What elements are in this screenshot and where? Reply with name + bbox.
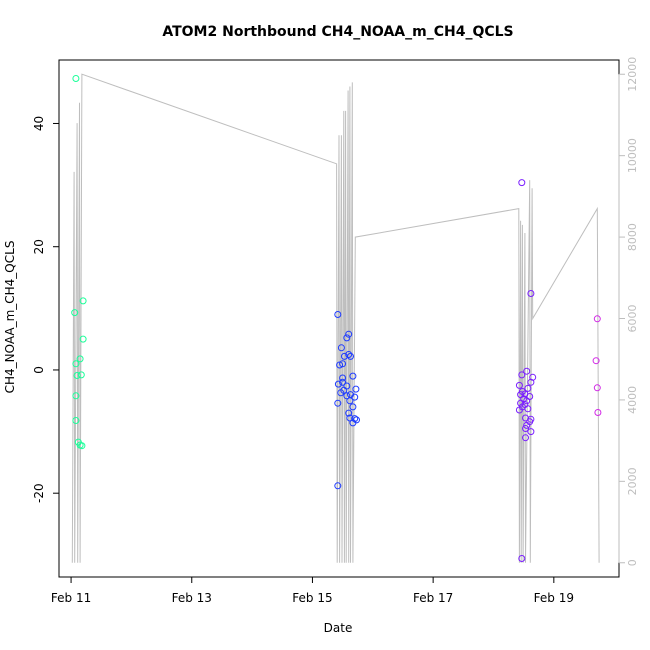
flight-3-point <box>523 367 531 375</box>
flight-2-point <box>334 399 342 407</box>
altitude-line <box>71 73 600 563</box>
flight-1-point <box>78 442 86 450</box>
y-tick-label: 0 <box>32 366 46 374</box>
flight-2-point <box>334 380 342 388</box>
flight-3-point <box>523 397 531 405</box>
altitude-layer <box>71 73 600 563</box>
flight-2-point <box>349 403 357 411</box>
chart-title: ATOM2 Northbound CH4_NOAA_m_CH4_QCLS <box>162 24 513 40</box>
flight-2-point <box>343 334 351 342</box>
points-layer <box>71 75 602 562</box>
flight-2-point <box>339 374 347 382</box>
flight-1-point <box>71 309 79 317</box>
flight-3-point <box>515 406 523 414</box>
flight-2-point <box>343 392 351 400</box>
flight-3-point <box>522 434 529 442</box>
flight-1-point <box>72 392 80 400</box>
flight-1-point <box>76 355 84 363</box>
y2-tick-label: 2000 <box>626 467 639 495</box>
flight-2-point <box>336 361 344 369</box>
y-tick-label: 40 <box>32 116 46 131</box>
flight-2-point <box>334 311 342 318</box>
flight-2-point <box>346 397 354 405</box>
flight-2-point <box>339 378 347 386</box>
y-tick-label: 20 <box>32 239 46 254</box>
flight-3-point <box>523 421 531 429</box>
x-tick-label: Feb 17 <box>413 591 453 605</box>
flight-3-point <box>518 371 526 379</box>
x-tick-label: Feb 11 <box>51 591 91 605</box>
flight-2-point <box>345 409 353 417</box>
flight-1-point <box>79 297 87 305</box>
y2-tick-label: 4000 <box>626 386 639 414</box>
flight-2-point <box>337 344 345 352</box>
flight-1-point <box>72 75 80 82</box>
flight-3-point <box>517 399 525 407</box>
flight-2-point <box>349 419 357 427</box>
y2-tick-label: 0 <box>626 559 639 566</box>
flight-3-point <box>515 381 523 389</box>
flight-4-point <box>594 409 602 416</box>
flight-1-point <box>72 417 80 424</box>
flight-3-point <box>518 555 526 562</box>
flight-2-point <box>347 352 354 360</box>
flight-2-point <box>345 330 353 338</box>
x-axis-label: Date <box>324 621 353 635</box>
y-axis-label: CH4_NOAA_m_CH4_QCLS <box>3 241 17 394</box>
flight-2-point <box>351 415 359 423</box>
flight-2-point <box>351 393 359 401</box>
flight-3-point <box>527 290 535 297</box>
flight-4-point <box>593 384 601 392</box>
flight-2-point <box>334 482 342 490</box>
flight-3-point <box>524 384 532 392</box>
flight-1-point <box>79 335 87 343</box>
y-tick-label: -20 <box>32 483 46 503</box>
axes-layer: Feb 11 Feb 13 Feb 15 Feb 17 Feb 19 -20 0 20 40 0 2… <box>32 57 639 605</box>
x-tick-label: Feb 15 <box>292 591 332 605</box>
flight-1-point <box>72 360 80 368</box>
flight-4-point <box>593 315 601 323</box>
flight-3-point <box>522 425 529 432</box>
flight-3-point <box>527 428 535 436</box>
x-tick-label: Feb 19 <box>534 591 574 605</box>
flight-2-point <box>337 389 345 397</box>
y2-tick-label: 10000 <box>626 138 639 173</box>
x-tick-label: Feb 13 <box>172 591 212 605</box>
flight-3-point <box>527 378 535 386</box>
y2-tick-label: 8000 <box>626 223 639 251</box>
flight-4-point <box>592 357 600 365</box>
flight-3-point <box>524 405 532 413</box>
flight-1-point <box>73 372 81 379</box>
flight-1-point <box>77 371 85 379</box>
flight-2-point <box>352 385 360 393</box>
y2-tick-label: 12000 <box>626 57 639 92</box>
flight-2-point <box>345 351 353 358</box>
y2-tick-label: 6000 <box>626 305 639 333</box>
flight-3-point <box>518 179 526 187</box>
flight-2-point <box>346 414 354 422</box>
flight-2-point <box>349 372 357 380</box>
